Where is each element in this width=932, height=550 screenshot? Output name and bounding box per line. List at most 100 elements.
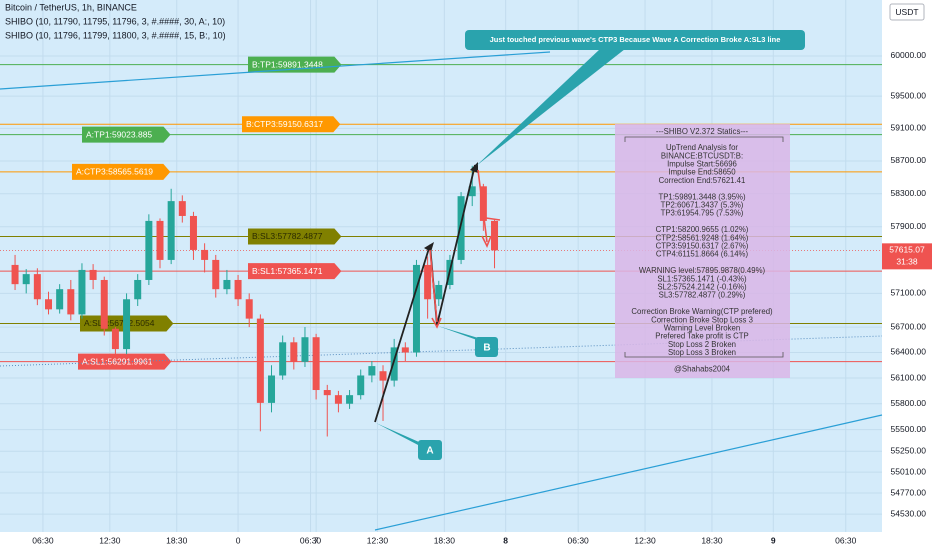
stats-line: SL3:57782.4877 (0.29%) bbox=[659, 291, 746, 300]
stats-line: Warning Level Broken bbox=[664, 323, 740, 332]
stats-line: Prefered Take profit is CTP bbox=[655, 332, 748, 341]
wave-label-box bbox=[418, 440, 442, 460]
correction-arrows bbox=[429, 169, 501, 329]
wave-label: B bbox=[483, 343, 490, 354]
level-label-box bbox=[82, 126, 171, 143]
candle-body bbox=[223, 279, 231, 290]
stats-line: SL2:57524.2142 (-0.16%) bbox=[657, 282, 747, 291]
wave-label-pointer bbox=[438, 326, 485, 340]
candle-body bbox=[145, 220, 153, 280]
callout-text: Just touched previous wave's CTP3 Becaus… bbox=[490, 35, 781, 44]
currency-button[interactable] bbox=[889, 3, 925, 21]
candle-body bbox=[234, 279, 242, 300]
level-label-box bbox=[72, 163, 171, 180]
stats-line: Stop Loss 3 Broken bbox=[668, 348, 736, 357]
level-label: A:TP1:59023.885 bbox=[86, 129, 152, 139]
level-label-box bbox=[248, 263, 342, 280]
candle-body bbox=[323, 390, 331, 396]
wave-arrow bbox=[470, 162, 478, 173]
stats-bracket bbox=[624, 136, 784, 358]
y-tick-label: 56700.00 bbox=[891, 321, 927, 331]
countdown-label: 31:38 bbox=[896, 257, 918, 267]
last-price-label: 57615.07 bbox=[889, 245, 925, 255]
stats-line: Impulse End:58650 bbox=[668, 168, 736, 177]
candle-body bbox=[268, 375, 276, 403]
currency-label[interactable]: USDT bbox=[895, 7, 918, 17]
candle-body bbox=[279, 342, 287, 376]
candle-body bbox=[45, 299, 53, 310]
wave-arrow bbox=[424, 242, 434, 252]
stats-line: Correction Broke Stop Loss 3 bbox=[651, 315, 753, 324]
y-tick-label: 55010.00 bbox=[891, 466, 927, 476]
candle-body bbox=[245, 299, 253, 319]
candle-body bbox=[111, 328, 119, 350]
candle-body bbox=[178, 201, 186, 216]
candle-body bbox=[401, 347, 409, 353]
candle-body bbox=[78, 269, 86, 315]
candle-body bbox=[123, 299, 131, 350]
level-label: B:CTP3:59150.6317 bbox=[246, 119, 323, 129]
candle-body bbox=[22, 274, 30, 285]
stats-line: BINANCE:BTCUSDT:B: bbox=[661, 151, 743, 160]
candle-body bbox=[334, 395, 342, 404]
candle-body bbox=[424, 264, 432, 300]
x-tick-label: 06:30 bbox=[835, 535, 857, 545]
candle-body bbox=[491, 220, 499, 251]
indicator-label: SHIBO (10, 11796, 11799, 11800, 3, #.###… bbox=[5, 30, 226, 40]
price-axis-background bbox=[882, 0, 932, 550]
x-tick-label: 7 bbox=[314, 535, 319, 545]
level-label: B:SL1:57365.1471 bbox=[252, 266, 323, 276]
y-tick-label: 55800.00 bbox=[891, 398, 927, 408]
stats-text: ---SHIBO V2.372 Statics--- UpTrend Analys… bbox=[631, 127, 773, 373]
wave-label: A bbox=[426, 446, 433, 457]
y-tick-label: 59500.00 bbox=[891, 90, 927, 100]
stats-line: Impulse Start:56696 bbox=[667, 159, 737, 168]
chart-title: Bitcoin / TetherUS, 1h, BINANCE bbox=[5, 2, 137, 12]
candle-body bbox=[312, 337, 320, 391]
level-label: A:SL3:56742.5054 bbox=[84, 318, 155, 328]
level-label: B:TP1:59891.3448 bbox=[252, 59, 323, 69]
candle-body bbox=[11, 264, 19, 285]
y-tick-label: 57100.00 bbox=[891, 288, 927, 298]
y-tick-label: 55250.00 bbox=[891, 445, 927, 455]
x-tick-label: 9 bbox=[771, 535, 776, 545]
axes: 60000.00 59500.00 59100.00 58700.00 58300.00… bbox=[32, 50, 932, 545]
stats-line: Stop Loss 2 Broken bbox=[668, 340, 736, 349]
candle-body bbox=[134, 279, 142, 300]
y-tick-label: 56100.00 bbox=[891, 372, 927, 382]
stats-line: @Shahabs2004 bbox=[674, 364, 731, 373]
stats-line: SL1:57365.1471 (-0.43%) bbox=[657, 274, 747, 283]
stats-line: CTP4:61151.8664 (6.14%) bbox=[656, 250, 749, 259]
candle-body bbox=[201, 249, 209, 260]
y-tick-label: 57900.00 bbox=[891, 221, 927, 231]
x-tick-label: 12:30 bbox=[99, 535, 121, 545]
candle-body bbox=[290, 342, 298, 362]
wave-label-box bbox=[475, 337, 498, 357]
stats-line: CTP3:59150.6317 (2.67%) bbox=[656, 241, 749, 250]
y-tick-label: 54770.00 bbox=[891, 487, 927, 497]
candle-body bbox=[33, 274, 41, 300]
candle-body bbox=[189, 215, 197, 250]
stats-line: TP2:60671.3437 (5.3%) bbox=[661, 200, 744, 209]
y-tick-label: 59100.00 bbox=[891, 123, 927, 133]
level-label: B:SL3:57782.4877 bbox=[252, 231, 323, 241]
candle-body bbox=[167, 201, 175, 260]
stats-line: WARNING level:57895.9878(0.49%) bbox=[639, 266, 766, 275]
candle-body bbox=[435, 284, 443, 300]
level-label-box bbox=[248, 56, 342, 73]
candle-body bbox=[301, 337, 309, 362]
y-tick-label: 55500.00 bbox=[891, 424, 927, 434]
stats-title: ---SHIBO V2.372 Statics--- bbox=[656, 127, 749, 136]
stats-line: Correction End:57621.41 bbox=[659, 176, 746, 185]
level-label: A:CTP3:58565.5619 bbox=[76, 167, 153, 177]
candle-body bbox=[468, 186, 476, 197]
indicator-label: SHIBO (10, 11790, 11795, 11796, 3, #.###… bbox=[5, 16, 225, 26]
candle-body bbox=[56, 289, 64, 310]
x-tick-label: 06:30 bbox=[300, 535, 322, 545]
time-axis-background bbox=[0, 532, 882, 550]
x-tick-label: 18:30 bbox=[701, 535, 723, 545]
stats-line: TP3:61954.795 (7.53%) bbox=[661, 209, 744, 218]
candle-body bbox=[457, 196, 465, 260]
x-tick-label: 0 bbox=[236, 535, 241, 545]
